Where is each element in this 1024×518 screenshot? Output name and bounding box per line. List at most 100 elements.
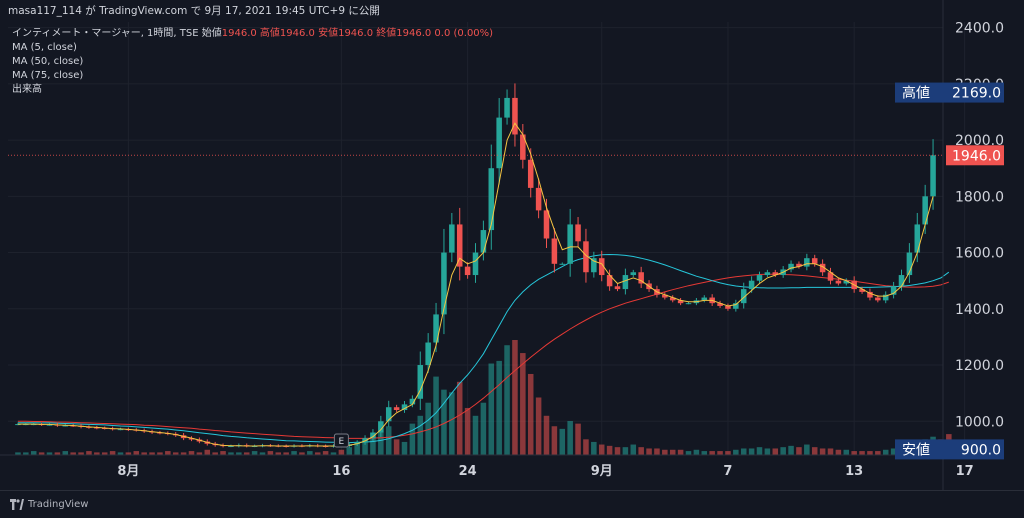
candle-body bbox=[898, 275, 905, 287]
candle bbox=[630, 269, 637, 278]
candle bbox=[827, 267, 834, 285]
volume-bar bbox=[527, 373, 534, 455]
candle-body bbox=[890, 286, 897, 295]
candle bbox=[378, 415, 384, 438]
legend-ma-slow[interactable]: MA (75, close) bbox=[12, 70, 84, 81]
candle-body bbox=[385, 407, 392, 422]
candle bbox=[614, 283, 621, 292]
candle bbox=[496, 98, 502, 185]
volume-bar bbox=[606, 445, 613, 455]
candle bbox=[882, 291, 889, 304]
ma-slow-line bbox=[17, 273, 949, 439]
price-chart[interactable]: E2400.02200.02000.01800.01600.01400.0120… bbox=[0, 0, 1024, 490]
volume-bar bbox=[393, 439, 400, 455]
volume-bar bbox=[70, 452, 76, 455]
candle-body bbox=[512, 97, 518, 135]
volume-bar bbox=[378, 431, 384, 455]
volume-bar bbox=[535, 397, 542, 455]
volume-bar bbox=[133, 451, 140, 455]
candle-body bbox=[94, 427, 100, 429]
price-label-bg bbox=[895, 439, 1004, 460]
tradingview-logo-icon[interactable] bbox=[10, 499, 24, 510]
candle-body bbox=[46, 424, 53, 426]
candle bbox=[512, 83, 518, 147]
volume-bar bbox=[480, 402, 487, 455]
candle bbox=[559, 262, 566, 265]
candle bbox=[914, 212, 921, 263]
last-price-label: 1946.0 bbox=[946, 145, 1004, 166]
volume-bar bbox=[859, 451, 865, 455]
candle-body bbox=[717, 303, 723, 306]
volume-bar bbox=[228, 452, 234, 455]
footer: TradingView bbox=[0, 490, 1024, 518]
candle-body bbox=[409, 398, 416, 405]
candle bbox=[733, 299, 739, 312]
candle bbox=[811, 254, 818, 267]
volume-bar bbox=[591, 441, 597, 455]
candle bbox=[867, 288, 873, 301]
volume-bar bbox=[417, 415, 424, 455]
volume-bar bbox=[330, 452, 337, 455]
volume-bar bbox=[46, 452, 53, 455]
legend-ma-mid[interactable]: MA (50, close) bbox=[12, 56, 84, 67]
x-tick-label: 24 bbox=[459, 464, 477, 479]
volume-bar bbox=[693, 449, 700, 455]
volume-bar bbox=[733, 449, 739, 455]
volume-bar bbox=[819, 448, 826, 455]
price-label-value: 2169.0 bbox=[952, 86, 1001, 102]
volume-bar bbox=[740, 448, 747, 455]
volume-bars bbox=[15, 340, 952, 455]
volume-bar bbox=[646, 448, 652, 455]
candle bbox=[393, 404, 400, 412]
legend-ma-fast[interactable]: MA (5, close) bbox=[12, 42, 77, 53]
x-tick-label: 16 bbox=[332, 464, 350, 479]
volume-bar bbox=[314, 452, 321, 455]
candle-body bbox=[835, 280, 842, 284]
y-tick-label: 2000.0 bbox=[955, 133, 1004, 149]
volume-bar bbox=[851, 451, 857, 455]
volume-bar bbox=[875, 451, 881, 455]
volume-bar bbox=[756, 447, 763, 455]
volume-bar bbox=[725, 451, 731, 455]
candle-body bbox=[788, 263, 794, 270]
candle bbox=[425, 333, 431, 373]
footer-brand[interactable]: TradingView bbox=[28, 499, 89, 510]
volume-bar bbox=[220, 451, 226, 455]
candle-body bbox=[922, 196, 928, 225]
candle-body bbox=[677, 300, 684, 304]
volume-bar bbox=[259, 452, 266, 455]
x-tick-label: 13 bbox=[845, 464, 863, 479]
volume-bar bbox=[109, 451, 116, 455]
candle-body bbox=[638, 272, 644, 284]
candle bbox=[843, 278, 850, 286]
volume-bar bbox=[669, 449, 676, 455]
candles bbox=[15, 83, 936, 448]
candle-body bbox=[251, 446, 258, 448]
candle-body bbox=[662, 294, 668, 298]
volume-bar bbox=[520, 353, 526, 455]
volume-bar bbox=[307, 451, 313, 455]
legend-volume[interactable]: 出来高 bbox=[12, 84, 42, 95]
candle bbox=[725, 303, 731, 311]
candle bbox=[622, 268, 629, 295]
volume-bar bbox=[551, 426, 558, 455]
candle-body bbox=[614, 286, 621, 290]
candle bbox=[441, 228, 447, 335]
candle-body bbox=[283, 446, 289, 448]
volume-bar bbox=[654, 448, 660, 455]
volume-bar bbox=[567, 421, 573, 455]
candle bbox=[480, 220, 487, 261]
x-tick-label: 8月 bbox=[117, 464, 139, 479]
volume-bar bbox=[835, 449, 842, 455]
volume-bar bbox=[172, 452, 179, 455]
candle bbox=[906, 243, 913, 283]
legend-ohlc-prefix: 始値 bbox=[201, 28, 222, 39]
candle bbox=[677, 297, 684, 306]
candle bbox=[859, 286, 865, 294]
candle-body bbox=[748, 280, 755, 290]
volume-bar bbox=[811, 447, 818, 455]
candle-body bbox=[322, 446, 329, 448]
candle bbox=[449, 212, 455, 263]
chart-header-title: masa117_114 が TradingView.com で 9月 17, 2… bbox=[0, 0, 1024, 22]
candle-body bbox=[472, 252, 479, 276]
